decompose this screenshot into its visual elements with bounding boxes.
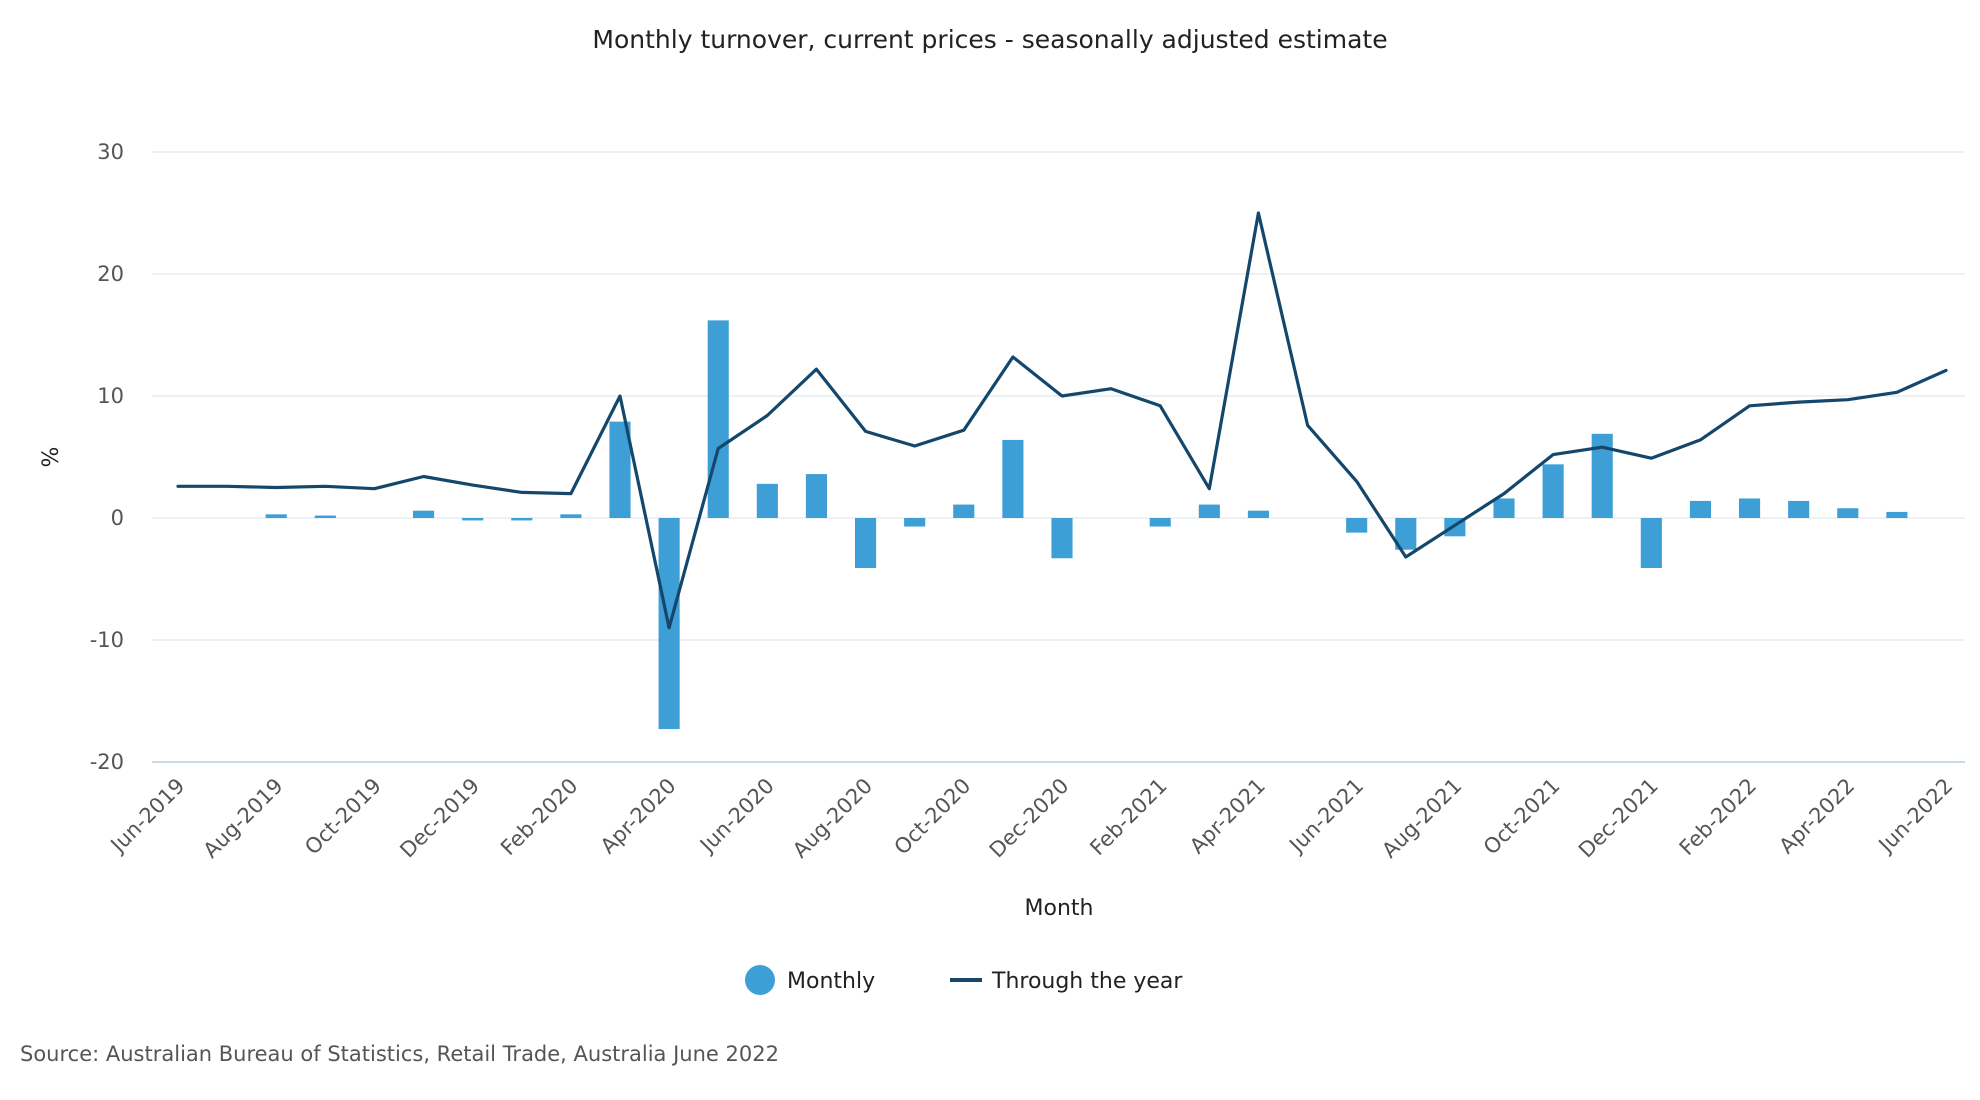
- bar-monthly: [1640, 518, 1662, 569]
- x-tick-label: Aug-2019: [199, 774, 288, 863]
- x-tick-label: Oct-2019: [300, 774, 386, 860]
- x-axis-ticks: Jun-2019 Aug-2019 Oct-2019 Dec-2019 Feb-2020…: [105, 774, 1958, 863]
- source-note: Source: Australian Bureau of Statistics,…: [20, 1042, 779, 1066]
- x-tick-label: Apr-2022: [1774, 774, 1859, 859]
- monthly-bars: [265, 320, 1908, 730]
- bar-monthly: [560, 514, 582, 518]
- x-tick-label: Aug-2021: [1377, 774, 1466, 863]
- x-tick-label: Jun-2021: [1283, 774, 1368, 859]
- bar-monthly: [1788, 500, 1810, 518]
- bar-monthly: [854, 518, 877, 569]
- x-tick-label: Oct-2021: [1479, 774, 1565, 860]
- gridlines: [152, 151, 1965, 763]
- bar-monthly: [904, 518, 926, 527]
- y-tick-label: -20: [90, 750, 124, 774]
- x-tick-label: Jun-2019: [105, 774, 190, 859]
- x-tick-label: Feb-2021: [1085, 774, 1171, 860]
- y-tick-label: 0: [111, 506, 124, 530]
- x-tick-label: Oct-2020: [890, 774, 976, 860]
- bar-monthly: [1542, 464, 1564, 518]
- bar-monthly: [1886, 511, 1908, 518]
- legend: Monthly Through the year: [745, 965, 1183, 995]
- bar-monthly: [1591, 433, 1613, 518]
- bar-monthly: [1149, 518, 1171, 527]
- bar-monthly: [1247, 510, 1270, 518]
- y-tick-label: 10: [97, 384, 124, 408]
- x-tick-label: Feb-2020: [496, 774, 582, 860]
- bar-monthly: [1002, 439, 1024, 518]
- y-axis-title: %: [39, 447, 64, 468]
- bar-monthly: [511, 518, 533, 521]
- x-tick-label: Dec-2020: [985, 774, 1074, 863]
- bar-monthly: [265, 514, 287, 518]
- bar-monthly: [1493, 498, 1515, 518]
- x-tick-label: Dec-2021: [1574, 774, 1663, 863]
- bar-monthly: [1346, 518, 1368, 533]
- bar-monthly: [1198, 504, 1220, 518]
- x-tick-label: Feb-2022: [1675, 774, 1761, 860]
- y-tick-label: 30: [97, 140, 124, 164]
- bar-monthly: [462, 518, 484, 521]
- x-axis-title: Month: [1025, 896, 1094, 921]
- x-tick-label: Apr-2021: [1185, 774, 1270, 859]
- bar-monthly: [805, 474, 828, 518]
- through-the-year-line: [176, 211, 1948, 630]
- bar-monthly: [1051, 518, 1073, 559]
- y-tick-label: 20: [97, 262, 124, 286]
- legend-label-monthly: Monthly: [787, 969, 875, 994]
- bar-monthly: [609, 421, 631, 518]
- x-tick-label: Aug-2020: [788, 774, 877, 863]
- bar-monthly: [314, 515, 336, 518]
- bar-monthly: [1689, 500, 1712, 518]
- bar-monthly: [1837, 508, 1859, 518]
- line-through-the-year: [176, 211, 1948, 630]
- legend-marker-monthly: [745, 965, 775, 995]
- y-tick-label: -10: [90, 628, 124, 652]
- x-tick-label: Dec-2019: [395, 774, 484, 863]
- y-axis-ticks: 30 20 10 0 -10 -20: [90, 140, 124, 774]
- bar-monthly: [707, 320, 729, 518]
- bar-monthly: [1395, 518, 1417, 550]
- bar-monthly: [412, 510, 435, 518]
- legend-label-through-the-year: Through the year: [991, 969, 1183, 994]
- bar-monthly: [953, 504, 975, 518]
- x-tick-label: Apr-2020: [596, 774, 681, 859]
- x-tick-label: Jun-2022: [1873, 774, 1958, 859]
- bar-monthly: [1738, 498, 1761, 518]
- chart-title: Monthly turnover, current prices - seaso…: [592, 25, 1387, 54]
- x-tick-label: Jun-2020: [694, 774, 779, 859]
- bar-monthly: [756, 483, 778, 518]
